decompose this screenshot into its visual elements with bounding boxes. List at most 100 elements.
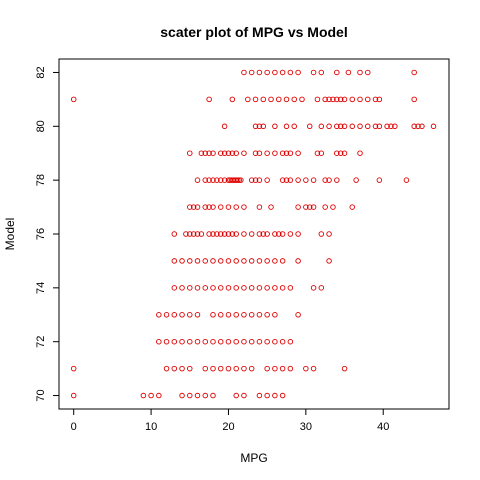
data-point bbox=[217, 312, 224, 318]
data-point bbox=[415, 123, 421, 130]
data-point bbox=[179, 338, 185, 345]
data-point bbox=[187, 231, 193, 237]
data-point bbox=[310, 69, 317, 76]
data-point bbox=[272, 69, 278, 76]
data-point bbox=[279, 365, 286, 372]
y-tick-label: 78 bbox=[35, 174, 47, 186]
data-point bbox=[225, 285, 232, 291]
x-tick-label: 20 bbox=[222, 421, 234, 433]
data-point bbox=[268, 204, 274, 210]
data-point bbox=[187, 204, 193, 210]
data-points bbox=[70, 69, 437, 399]
data-point bbox=[206, 204, 212, 210]
data-point bbox=[341, 123, 348, 130]
data-point bbox=[264, 231, 270, 237]
data-point bbox=[295, 258, 301, 264]
data-point bbox=[233, 312, 239, 318]
data-point bbox=[392, 123, 398, 130]
data-point bbox=[70, 365, 77, 372]
data-point bbox=[318, 231, 325, 237]
y-tick-label: 72 bbox=[35, 336, 47, 348]
data-point bbox=[248, 285, 255, 291]
data-point bbox=[403, 177, 410, 183]
data-point bbox=[248, 258, 255, 264]
data-point bbox=[179, 258, 185, 264]
data-point bbox=[291, 96, 297, 103]
data-point bbox=[256, 258, 263, 264]
data-point bbox=[279, 258, 286, 264]
data-point bbox=[295, 177, 301, 183]
data-point bbox=[310, 204, 317, 210]
data-point bbox=[187, 392, 193, 399]
data-point bbox=[187, 285, 193, 291]
data-point bbox=[256, 312, 263, 318]
data-point bbox=[272, 123, 278, 130]
data-point bbox=[156, 392, 162, 399]
data-point bbox=[276, 96, 282, 103]
data-point bbox=[233, 365, 239, 372]
data-point bbox=[241, 204, 247, 210]
data-point bbox=[238, 177, 244, 183]
data-point bbox=[341, 96, 348, 103]
data-point bbox=[194, 392, 201, 399]
data-point bbox=[264, 392, 270, 399]
data-point bbox=[179, 392, 185, 399]
data-point bbox=[295, 231, 301, 237]
data-point bbox=[187, 338, 193, 345]
data-point bbox=[279, 231, 286, 237]
data-point bbox=[234, 177, 241, 183]
data-point bbox=[210, 231, 216, 237]
data-point bbox=[256, 231, 263, 237]
data-point bbox=[171, 285, 178, 291]
data-point bbox=[202, 392, 208, 399]
data-point bbox=[318, 150, 325, 156]
data-point bbox=[241, 150, 247, 156]
data-point bbox=[202, 338, 208, 345]
data-point bbox=[272, 150, 278, 156]
data-point bbox=[365, 123, 371, 130]
data-point bbox=[256, 177, 263, 183]
data-point bbox=[217, 177, 224, 183]
data-point bbox=[256, 123, 263, 130]
data-point bbox=[264, 365, 270, 372]
data-point bbox=[287, 69, 294, 76]
data-point bbox=[248, 69, 255, 76]
data-point bbox=[365, 69, 371, 76]
data-point bbox=[194, 285, 201, 291]
data-point bbox=[210, 392, 216, 399]
data-point bbox=[264, 150, 270, 156]
data-point bbox=[326, 231, 332, 237]
data-point bbox=[295, 69, 301, 76]
x-axis: 0 10 20 30 40 bbox=[71, 409, 389, 433]
data-point bbox=[279, 177, 286, 183]
data-point bbox=[334, 69, 340, 76]
data-point bbox=[248, 338, 255, 345]
data-point bbox=[225, 204, 232, 210]
data-point bbox=[171, 231, 178, 237]
data-point bbox=[171, 365, 178, 372]
data-point bbox=[233, 338, 239, 345]
data-point bbox=[233, 150, 239, 156]
data-point bbox=[287, 150, 294, 156]
data-point bbox=[376, 123, 383, 130]
data-point bbox=[318, 69, 325, 76]
data-point bbox=[221, 150, 228, 156]
data-point bbox=[198, 231, 205, 237]
data-point bbox=[171, 258, 178, 264]
data-point bbox=[252, 177, 259, 183]
data-point bbox=[264, 258, 270, 264]
data-point bbox=[330, 204, 336, 210]
data-point bbox=[202, 204, 208, 210]
data-point bbox=[276, 231, 282, 237]
data-point bbox=[303, 204, 309, 210]
data-point bbox=[341, 150, 348, 156]
data-point bbox=[334, 150, 340, 156]
data-point bbox=[330, 96, 336, 103]
data-point bbox=[210, 150, 216, 156]
data-point bbox=[202, 258, 208, 264]
data-point bbox=[283, 150, 290, 156]
data-point bbox=[187, 150, 193, 156]
data-point bbox=[283, 96, 290, 103]
data-point bbox=[272, 231, 278, 237]
